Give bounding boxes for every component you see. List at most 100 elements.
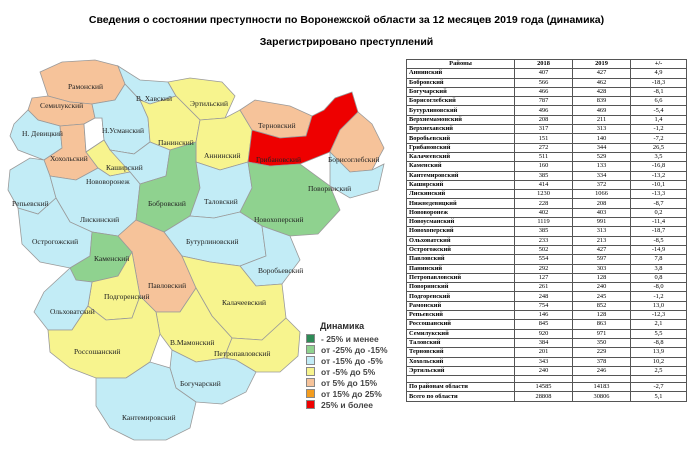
- table-spacer-row: [406, 375, 687, 384]
- table-row: Борисоглебский 787 839 6,6: [406, 96, 687, 107]
- table-row: Панинский 292 303 3,8: [406, 263, 687, 274]
- label-kamensky: Каменский: [94, 254, 129, 263]
- region-povorinsky[interactable]: [329, 151, 385, 199]
- cell-2019: 462: [572, 77, 631, 88]
- cell-2019: 427: [572, 68, 631, 79]
- cell-2019: 303: [572, 263, 631, 274]
- table-row: Нижнедевицкий 228 208 -8,7: [406, 198, 687, 209]
- cell-change: 5,1: [630, 391, 687, 402]
- label-povorinsky: Поворинский: [308, 184, 351, 193]
- table-row: Бобровский 566 462 -18,3: [406, 77, 687, 88]
- label-vhavsky: В. Хавский: [136, 94, 172, 103]
- legend-title: Динамика: [320, 321, 365, 331]
- cell-district: Россошанский: [406, 319, 515, 330]
- cell-district: Всего по области: [406, 391, 515, 402]
- cell-district: Таловский: [406, 337, 515, 349]
- cell-2018: 272: [514, 142, 573, 153]
- cell-2018: 146: [514, 309, 573, 321]
- cell-2019: 30806: [572, 391, 631, 402]
- cell-2019: 245: [572, 291, 631, 302]
- cell-2019: 971: [572, 328, 631, 339]
- table-row: Кантемировский 385 334 -13,2: [406, 170, 687, 181]
- cell-change: -13,2: [630, 170, 687, 181]
- table-row: Каширский 414 372 -10,1: [406, 179, 687, 191]
- table-row: Петропавловский 127 128 0,8: [406, 272, 687, 284]
- cell-2018: 466: [514, 86, 573, 98]
- cell-2019: 334: [572, 170, 631, 181]
- cell-2018: 127: [514, 272, 573, 284]
- cell-2019: 240: [572, 282, 631, 293]
- cell-district: Репьевский: [406, 309, 515, 321]
- cell-2018: 554: [514, 254, 573, 265]
- label-pavlovsky: Павловский: [148, 281, 186, 290]
- cell-2019: 991: [572, 217, 631, 228]
- cell-district: Верхнемамонский: [406, 114, 515, 126]
- map-legend: Динамика - 25% и менее от -25% до -15% от …: [306, 321, 416, 410]
- legend-item: от -5% до 5%: [306, 366, 416, 377]
- label-anninsky: Аннинский: [204, 151, 240, 160]
- table-row: Воробьевский 151 140 -7,2: [406, 133, 687, 144]
- table-header-row: Районы 2018 2019 +/-: [406, 58, 687, 70]
- table-row: Россошанский 845 863 2,1: [406, 319, 687, 330]
- cell-2018: 402: [514, 207, 573, 219]
- label-borisoglebsky: Борисоглебский: [328, 155, 379, 164]
- table-row: Верхнемамонский 208 211 1,4: [406, 114, 687, 126]
- label-rossoshansky: Россошанский: [74, 347, 120, 356]
- cell-district: Борисоглебский: [406, 96, 515, 107]
- label-kantemirovsky: Кантемировский: [122, 413, 176, 422]
- cell-change: -5,4: [630, 105, 687, 116]
- table-row: Верхнехавский 317 313 -1,2: [406, 124, 687, 135]
- label-olkhovatsky: Ольховатский: [50, 307, 95, 316]
- cell-district: Новохоперский: [406, 226, 515, 237]
- label-khokholsky: Хохольский: [50, 154, 88, 163]
- cell-change: -1,2: [630, 291, 687, 302]
- cell-district: Семилукский: [406, 328, 515, 339]
- table-row: Калачеевский 511 529 3,5: [406, 151, 687, 163]
- label-kashirsky: Каширский: [106, 163, 143, 172]
- spacer-cell: [630, 375, 687, 384]
- label-kalacheevsky: Калачеевский: [222, 298, 266, 307]
- cell-2018: 502: [514, 244, 573, 256]
- cell-2019: 597: [572, 254, 631, 265]
- table-row: Острогожский 502 427 -14,9: [406, 244, 687, 256]
- label-novovoronezh: Нововоронеж: [86, 177, 130, 186]
- label-paninsky: Панинский: [158, 138, 194, 147]
- cell-district: Нововоронеж: [406, 207, 515, 219]
- label-novokhopersky: Новохоперский: [254, 215, 304, 224]
- cell-district: Острогожский: [406, 244, 515, 256]
- page-title: Сведения о состоянии преступности по Вор…: [88, 14, 605, 26]
- cell-district: Каширский: [406, 179, 515, 191]
- label-ertilsky: Эртильский: [190, 99, 228, 108]
- cell-district: Нижнедевицкий: [406, 198, 515, 209]
- cell-2019: 229: [572, 347, 631, 358]
- table-row: Нововоронеж 402 403 0,2: [406, 207, 687, 219]
- cell-2018: 496: [514, 105, 573, 116]
- cell-2018: 160: [514, 161, 573, 172]
- cell-2019: 372: [572, 179, 631, 191]
- cell-district: Эртильский: [406, 365, 515, 377]
- cell-2018: 233: [514, 235, 573, 246]
- legend-swatch: [306, 400, 315, 409]
- legend-label: от -15% до -5%: [321, 355, 383, 366]
- cell-change: -2,7: [630, 382, 687, 393]
- cell-2019: 469: [572, 105, 631, 116]
- cell-2018: 261: [514, 282, 573, 293]
- label-liskinsky: Лискинский: [80, 215, 119, 224]
- cell-2019: 839: [572, 96, 631, 107]
- region-novokhopersky[interactable]: [239, 161, 341, 237]
- cell-district: Бутурлиновский: [406, 105, 515, 116]
- legend-label: от -25% до -15%: [321, 344, 388, 355]
- cell-2018: 343: [514, 356, 573, 367]
- cell-2018: 511: [514, 151, 573, 163]
- legend-swatch: [306, 378, 315, 387]
- cell-2019: 211: [572, 114, 631, 126]
- cell-2018: 208: [514, 114, 573, 126]
- legend-label: от -5% до 5%: [321, 366, 376, 377]
- cell-2018: 1119: [514, 217, 573, 228]
- cell-district: Аннинский: [406, 68, 515, 79]
- region-rossoshansky[interactable]: [47, 295, 161, 379]
- cell-change: -16,8: [630, 161, 687, 172]
- region-kantemirovsky[interactable]: [95, 361, 197, 441]
- label-buturlinovsky: Бутурлиновский: [186, 237, 238, 246]
- cell-change: 3,5: [630, 151, 687, 163]
